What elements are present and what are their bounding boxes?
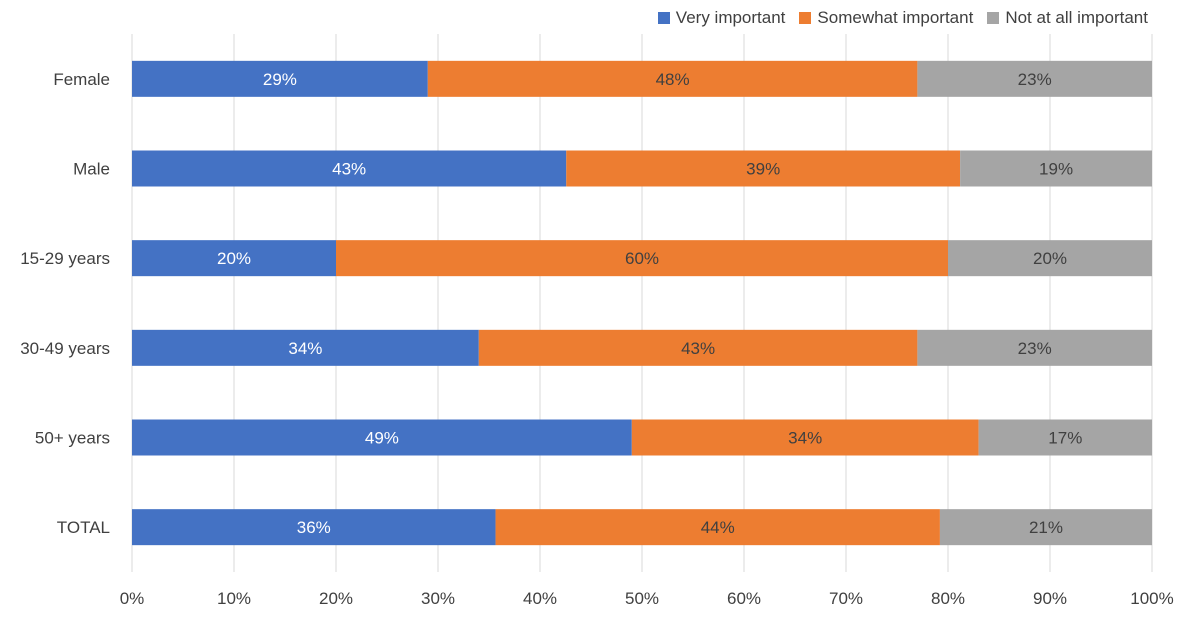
x-tick-label: 80% bbox=[931, 589, 965, 608]
bar-segment bbox=[132, 240, 336, 277]
legend-item-somewhat-important: Somewhat important bbox=[799, 8, 973, 28]
bar-segment bbox=[495, 509, 940, 546]
bar-segment bbox=[132, 329, 479, 366]
bar-segment bbox=[132, 150, 567, 187]
bar-segment bbox=[960, 150, 1152, 187]
legend-item-very-important: Very important bbox=[657, 8, 786, 28]
bar-segment bbox=[917, 329, 1152, 366]
legend-swatch-very-important bbox=[657, 12, 670, 24]
data-label: 20% bbox=[1033, 249, 1067, 268]
legend-swatch-somewhat-important bbox=[799, 12, 812, 24]
x-tick-label: 60% bbox=[727, 589, 761, 608]
data-label: 34% bbox=[288, 339, 322, 358]
legend-item-not-at-all-important: Not at all important bbox=[987, 8, 1148, 28]
data-label: 23% bbox=[1018, 70, 1052, 89]
bar-segment bbox=[917, 60, 1152, 97]
x-tick-label: 40% bbox=[523, 589, 557, 608]
x-tick-label: 30% bbox=[421, 589, 455, 608]
data-label: 23% bbox=[1018, 339, 1052, 358]
y-tick-label: 30-49 years bbox=[20, 339, 110, 358]
data-label: 34% bbox=[788, 429, 822, 448]
y-tick-label: 15-29 years bbox=[20, 249, 110, 268]
y-tick-label: Male bbox=[73, 160, 110, 179]
x-tick-label: 100% bbox=[1130, 589, 1173, 608]
data-label: 36% bbox=[297, 518, 331, 537]
bar-segment bbox=[478, 329, 918, 366]
data-label: 43% bbox=[332, 160, 366, 179]
data-label: 29% bbox=[263, 70, 297, 89]
data-label: 39% bbox=[746, 160, 780, 179]
bar-segment bbox=[566, 150, 961, 187]
x-tick-label: 50% bbox=[625, 589, 659, 608]
data-label: 21% bbox=[1029, 518, 1063, 537]
bar-segment bbox=[427, 60, 918, 97]
data-label: 43% bbox=[681, 339, 715, 358]
legend-label: Somewhat important bbox=[817, 8, 974, 27]
y-tick-label: TOTAL bbox=[57, 518, 110, 537]
data-label: 19% bbox=[1039, 160, 1073, 179]
data-label: 44% bbox=[701, 518, 735, 537]
bar-segment bbox=[978, 419, 1152, 456]
legend: Very important Somewhat important Not at… bbox=[657, 8, 1148, 28]
bar-segment bbox=[132, 509, 496, 546]
data-label: 20% bbox=[217, 249, 251, 268]
y-tick-label: Female bbox=[53, 70, 110, 89]
data-label: 17% bbox=[1048, 429, 1082, 448]
bar-segment bbox=[631, 419, 979, 456]
bar-segment bbox=[132, 60, 428, 97]
y-tick-label: 50+ years bbox=[35, 429, 110, 448]
bar-segment bbox=[132, 419, 632, 456]
x-tick-label: 10% bbox=[217, 589, 251, 608]
data-label: 48% bbox=[656, 70, 690, 89]
data-label: 60% bbox=[625, 249, 659, 268]
x-tick-label: 0% bbox=[120, 589, 145, 608]
legend-label: Not at all important bbox=[1005, 8, 1148, 27]
data-label: 49% bbox=[365, 429, 399, 448]
x-tick-label: 20% bbox=[319, 589, 353, 608]
x-tick-label: 70% bbox=[829, 589, 863, 608]
bar-segment bbox=[948, 240, 1152, 277]
legend-swatch-not-at-all-important bbox=[987, 12, 1000, 24]
legend-label: Very important bbox=[675, 8, 786, 27]
bar-segment bbox=[336, 240, 948, 277]
bar-segment bbox=[939, 509, 1152, 546]
x-tick-label: 90% bbox=[1033, 589, 1067, 608]
